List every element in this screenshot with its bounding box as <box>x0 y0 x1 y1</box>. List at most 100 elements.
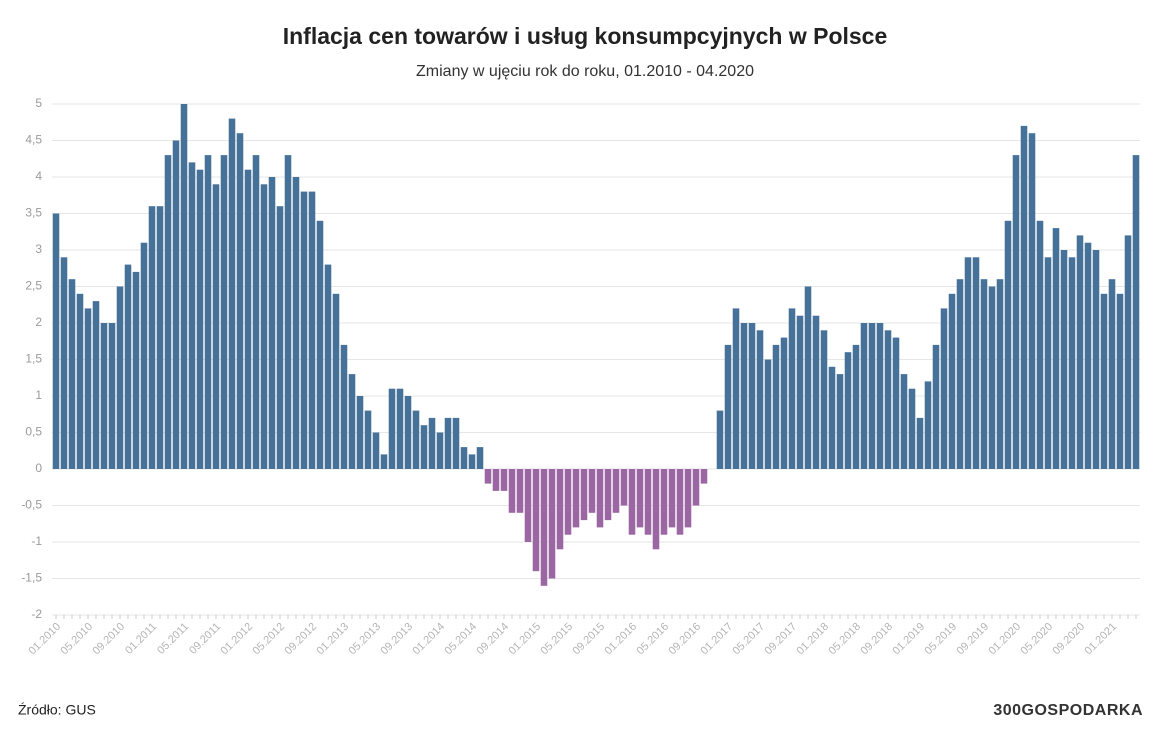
bar <box>836 374 844 469</box>
x-tick-label: 05.2017 <box>731 621 768 658</box>
bar <box>572 469 580 528</box>
x-tick-label: 01.2012 <box>219 621 256 658</box>
bar <box>340 344 348 469</box>
bar <box>428 417 436 469</box>
x-tick-label: 09.2020 <box>1051 621 1088 658</box>
bar <box>164 155 172 469</box>
bar <box>364 410 372 469</box>
bar <box>1076 235 1084 469</box>
bar <box>556 469 564 550</box>
y-tick-label: 1,5 <box>25 352 42 366</box>
bar <box>804 286 812 469</box>
bar <box>932 344 940 469</box>
bar <box>132 271 140 469</box>
source: Źródło: GUS <box>18 702 96 718</box>
bar <box>764 359 772 469</box>
bar <box>636 469 644 528</box>
bar <box>948 293 956 469</box>
y-tick-label: 4,5 <box>25 133 42 147</box>
bar <box>140 242 148 469</box>
bar <box>1060 250 1068 469</box>
bar <box>316 220 324 469</box>
bar <box>212 184 220 470</box>
y-tick-label: 5 <box>35 96 42 110</box>
y-tick-label: -1 <box>31 534 42 548</box>
bar <box>228 118 236 469</box>
bar <box>260 184 268 470</box>
bar <box>468 454 476 469</box>
bar <box>1068 257 1076 469</box>
bar <box>668 469 676 528</box>
bar <box>924 381 932 469</box>
bar <box>444 417 452 469</box>
x-tick-label: 09.2015 <box>571 621 608 658</box>
bar <box>172 140 180 469</box>
y-tick-label: 1 <box>35 388 42 402</box>
bar <box>700 469 708 484</box>
x-tick-label: 09.2013 <box>379 621 416 658</box>
bar <box>300 191 308 469</box>
chart-title: Inflacja cen towarów i usług konsumpcyjn… <box>283 23 888 49</box>
bar <box>916 417 924 469</box>
bar <box>996 279 1004 469</box>
x-tick-label: 05.2011 <box>155 621 191 657</box>
bar <box>756 330 764 469</box>
bar <box>292 177 300 469</box>
x-tick-label: 05.2019 <box>923 621 960 658</box>
bar <box>740 323 748 469</box>
bar <box>276 206 284 469</box>
bar <box>92 301 100 469</box>
bar <box>684 469 692 528</box>
bar <box>404 396 412 469</box>
bar <box>244 169 252 469</box>
y-tick-label: -2 <box>31 607 42 621</box>
bar <box>476 447 484 469</box>
x-tick-label: 05.2018 <box>827 621 864 658</box>
chart-subtitle: Zmiany w ujęciu rok do roku, 01.2010 - 0… <box>416 63 754 80</box>
bar <box>356 396 364 469</box>
bar <box>52 213 60 469</box>
bar <box>1044 257 1052 469</box>
bar <box>892 337 900 469</box>
bar <box>60 257 68 469</box>
bar <box>284 155 292 469</box>
bar <box>308 191 316 469</box>
x-tick-label: 01.2010 <box>27 621 64 658</box>
bar <box>68 279 76 469</box>
bar <box>484 469 492 484</box>
bar <box>516 469 524 513</box>
bar <box>564 469 572 535</box>
bar <box>588 469 596 513</box>
bar <box>460 447 468 469</box>
y-tick-label: 0,5 <box>25 425 42 439</box>
bar <box>196 169 204 469</box>
x-tick-label: 01.2021 <box>1083 621 1120 658</box>
x-tick-label: 05.2012 <box>251 621 288 658</box>
bar <box>204 155 212 469</box>
bar <box>628 469 636 535</box>
x-tick-label: 09.2016 <box>667 621 704 658</box>
bar <box>236 133 244 469</box>
bar <box>884 330 892 469</box>
bar <box>1020 125 1028 470</box>
bar <box>436 432 444 469</box>
bar <box>180 104 188 469</box>
bar <box>1028 133 1036 469</box>
bar <box>748 323 756 469</box>
bar <box>156 206 164 469</box>
bar <box>580 469 588 521</box>
x-tick-label: 09.2010 <box>91 621 128 658</box>
bar <box>980 279 988 469</box>
y-tick-label: 3 <box>35 242 42 256</box>
bar <box>1052 228 1060 469</box>
x-tick-label: 05.2010 <box>59 621 96 658</box>
bar <box>844 352 852 469</box>
bar <box>252 155 260 469</box>
bar <box>108 323 116 469</box>
x-tick-label: 09.2019 <box>955 621 992 658</box>
bar <box>116 286 124 469</box>
bar <box>940 308 948 469</box>
bar <box>124 264 132 469</box>
bar <box>596 469 604 528</box>
